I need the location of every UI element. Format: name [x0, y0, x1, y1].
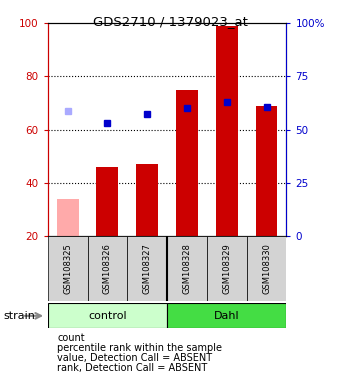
Bar	[48, 236, 88, 301]
Text: GSM108325: GSM108325	[63, 243, 72, 294]
Text: GSM108329: GSM108329	[222, 243, 231, 294]
Bar	[136, 164, 158, 236]
Bar	[48, 303, 167, 328]
Bar	[207, 236, 247, 301]
Text: GSM108330: GSM108330	[262, 243, 271, 294]
Bar	[247, 236, 286, 301]
Bar	[167, 303, 286, 328]
Text: rank, Detection Call = ABSENT: rank, Detection Call = ABSENT	[57, 363, 208, 373]
Text: GSM108328: GSM108328	[182, 243, 192, 294]
Text: count: count	[57, 333, 85, 343]
Bar	[216, 26, 238, 236]
Bar	[97, 167, 118, 236]
Text: GDS2710 / 1379023_at: GDS2710 / 1379023_at	[93, 15, 248, 28]
Bar	[57, 199, 78, 236]
Text: Dahl: Dahl	[214, 311, 240, 321]
Text: percentile rank within the sample: percentile rank within the sample	[57, 343, 222, 353]
Text: control: control	[88, 311, 127, 321]
Text: strain: strain	[3, 311, 35, 321]
Text: GSM108327: GSM108327	[143, 243, 152, 294]
Bar	[127, 236, 167, 301]
Text: GSM108326: GSM108326	[103, 243, 112, 294]
Bar	[88, 236, 127, 301]
Bar	[167, 236, 207, 301]
Bar	[256, 106, 278, 236]
Text: value, Detection Call = ABSENT: value, Detection Call = ABSENT	[57, 353, 212, 363]
Bar	[176, 89, 198, 236]
